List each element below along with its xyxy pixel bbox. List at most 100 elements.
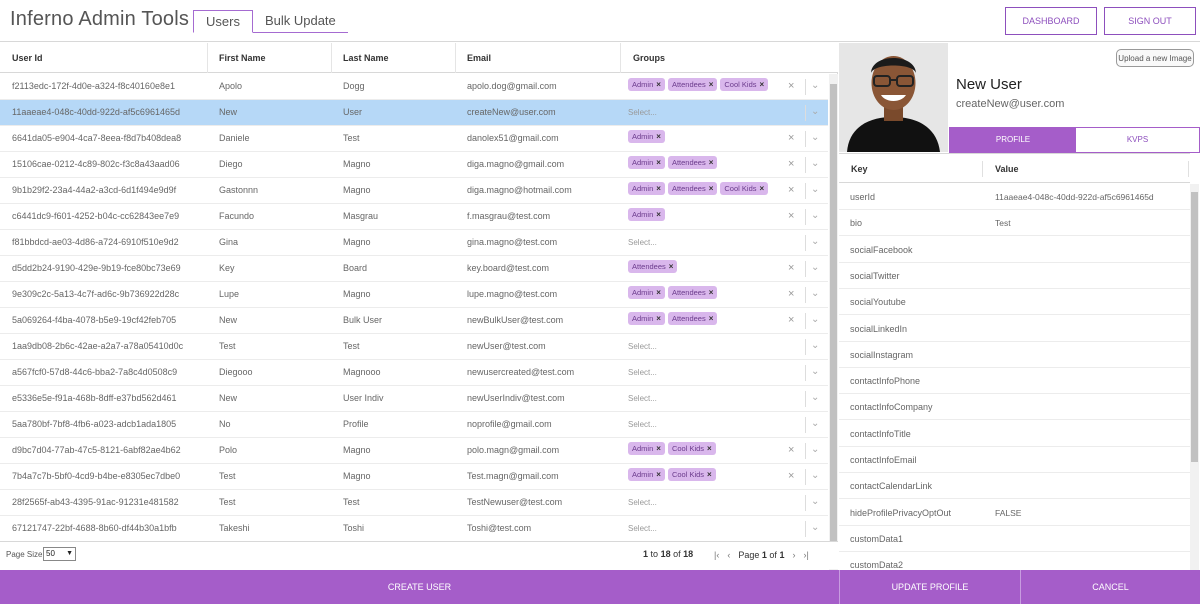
grid-scrollbar[interactable] [829,74,838,581]
clear-groups-icon[interactable]: × [788,444,795,456]
profile-row[interactable]: hideProfilePrivacyOptOut FALSE [839,500,1190,526]
table-row[interactable]: f81bbdcd-ae03-4d86-a724-6910f510e9d2 Gina… [0,230,828,256]
table-row[interactable]: c6441dc9-f601-4252-b04c-cc62843ee7e9 Facu… [0,204,828,230]
table-row[interactable]: e5336e5e-f91a-468b-8dff-e37bd562d461 New U… [0,386,828,412]
remove-chip-icon[interactable]: × [656,158,661,167]
remove-chip-icon[interactable]: × [656,314,661,323]
profile-row[interactable]: socialInstagram [839,342,1190,368]
profile-value[interactable]: FALSE [995,507,1022,518]
groups-select[interactable]: Admin × Cool Kids × × ⌄ [628,438,828,464]
column-header-value[interactable]: Value [995,164,1019,174]
create-user-button[interactable]: CREATE USER [387,582,452,592]
groups-select[interactable]: Admin × × ⌄ [628,204,828,230]
prev-page-icon[interactable]: ‹ [727,550,731,560]
last-page-icon[interactable]: ›| [803,550,809,560]
groups-select[interactable]: Select... ⌄ [628,334,828,360]
chevron-down-icon[interactable]: ⌄ [811,184,820,195]
remove-chip-icon[interactable]: × [656,132,661,141]
table-row[interactable]: 5aa780bf-7bf8-4fb6-a023-adcb1ada1805 No Pr… [0,412,828,438]
table-row[interactable]: d5dd2b24-9190-429e-9b19-fce80bc73e69 Key B… [0,256,828,282]
clear-groups-icon[interactable]: × [788,184,795,196]
chevron-down-icon[interactable]: ⌄ [811,210,820,221]
table-row[interactable]: 11aaeae4-048c-40dd-922d-af5c6961465d New U… [0,100,828,126]
chevron-down-icon[interactable]: ⌄ [811,314,820,325]
profile-row[interactable]: socialLinkedIn [839,316,1190,342]
column-header-first-name[interactable]: First Name [207,43,332,73]
chevron-down-icon[interactable]: ⌄ [811,132,820,143]
remove-chip-icon[interactable]: × [708,158,714,167]
column-header-key[interactable]: Key [851,164,868,174]
column-header-groups[interactable]: Groups [633,53,666,63]
groups-select[interactable]: Select... ⌄ [628,100,828,126]
chevron-down-icon[interactable]: ⌄ [811,288,820,299]
chevron-down-icon[interactable]: ⌄ [811,470,820,481]
chevron-down-icon[interactable]: ⌄ [811,262,820,273]
column-header-last-name[interactable]: Last Name [331,43,456,73]
profile-row[interactable]: contactInfoTitle [839,421,1190,447]
page-size-select[interactable]: 50 ▼ [43,547,76,561]
tab-kvps[interactable]: KVPS [1126,135,1149,144]
groups-select[interactable]: Attendees × × ⌄ [628,256,828,282]
profile-row[interactable]: contactInfoEmail [839,447,1190,473]
table-row[interactable]: 67121747-22bf-4688-8b60-df44b30a1bfb Take… [0,516,828,542]
remove-chip-icon[interactable]: × [707,444,712,453]
table-row[interactable]: d9bc7d04-77ab-47c5-8121-6abf82ae4b62 Polo… [0,438,828,464]
chevron-down-icon[interactable]: ⌄ [811,340,820,351]
remove-chip-icon[interactable]: × [759,80,765,89]
profile-row[interactable]: contactInfoCompany [839,394,1190,421]
table-row[interactable]: a567fcf0-57d8-44c6-bba2-7a8c4d0508c9 Dieg… [0,360,828,386]
chevron-down-icon[interactable]: ⌄ [811,496,820,507]
tab-profile[interactable]: PROFILE [950,128,1076,152]
chevron-down-icon[interactable]: ⌄ [811,444,820,455]
chevron-down-icon[interactable]: ⌄ [811,392,820,403]
table-row[interactable]: 5a069264-f4ba-4078-b5e9-19cf42feb705 New B… [0,308,828,334]
profile-row[interactable]: customData2 [839,552,1190,570]
next-page-icon[interactable]: › [792,550,796,560]
table-row[interactable]: 28f2565f-ab43-4395-91ac-91231e481582 Test… [0,490,828,516]
tab-users[interactable]: Users [193,10,253,33]
groups-select[interactable]: Select... ⌄ [628,386,828,412]
profile-row[interactable]: socialYoutube [839,289,1190,316]
grid-scrollbar-thumb[interactable] [830,84,837,569]
table-row[interactable]: 9b1b29f2-23a4-44a2-a3cd-6d1f494e9d9f Gast… [0,178,828,204]
groups-select[interactable]: Admin × Attendees × Cool Kids × × ⌄ [628,178,828,204]
chevron-down-icon[interactable]: ⌄ [811,366,820,377]
profile-row[interactable]: contactCalendarLink [839,473,1190,500]
chevron-down-icon[interactable]: ⌄ [811,106,820,117]
table-row[interactable]: 6641da05-e904-4ca7-8eea-f8d7b408dea8 Dani… [0,126,828,152]
first-page-icon[interactable]: |‹ [714,550,720,560]
sign-out-button[interactable]: SIGN OUT [1104,7,1196,35]
clear-groups-icon[interactable]: × [788,158,795,170]
table-row[interactable]: 7b4a7c7b-5bf0-4cd9-b4be-e8305ec7dbe0 Test… [0,464,828,490]
profile-row[interactable]: customData1 [839,526,1190,552]
tab-bulk-update[interactable]: Bulk Update [252,10,348,33]
groups-select[interactable]: Admin × Attendees × × ⌄ [628,152,828,178]
column-header-email[interactable]: Email [455,43,621,73]
remove-chip-icon[interactable]: × [708,314,714,323]
remove-chip-icon[interactable]: × [656,210,661,219]
groups-select[interactable]: Select... ⌄ [628,230,828,256]
clear-groups-icon[interactable]: × [788,470,795,482]
groups-select[interactable]: Select... ⌄ [628,412,828,438]
remove-chip-icon[interactable]: × [707,470,712,479]
table-row[interactable]: 1aa9db08-2b6c-42ae-a2a7-a78a05410d0c Test… [0,334,828,360]
profile-row[interactable]: contactInfoPhone [839,368,1190,395]
chevron-down-icon[interactable]: ⌄ [811,236,820,247]
chevron-down-icon[interactable]: ⌄ [811,158,820,169]
chevron-down-icon[interactable]: ⌄ [811,418,820,429]
remove-chip-icon[interactable]: × [656,444,661,453]
chevron-down-icon[interactable]: ⌄ [811,522,820,533]
cancel-button[interactable]: CANCEL [1092,582,1129,592]
clear-groups-icon[interactable]: × [788,262,795,274]
chevron-down-icon[interactable]: ⌄ [811,80,820,91]
profile-value[interactable]: Test [995,218,1011,229]
clear-groups-icon[interactable]: × [788,210,795,222]
profile-row[interactable]: bio Test [839,210,1190,237]
table-row[interactable]: 9e309c2c-5a13-4c7f-ad6c-9b736922d28c Lupe… [0,282,828,308]
groups-select[interactable]: Select... ⌄ [628,490,828,516]
remove-chip-icon[interactable]: × [759,184,765,193]
clear-groups-icon[interactable]: × [788,314,795,326]
table-row[interactable]: 15106cae-0212-4c89-802c-f3c8a43aad06 Dieg… [0,152,828,178]
table-row[interactable]: f2113edc-172f-4d0e-a324-f8c40160e8e1 Apol… [0,74,828,100]
remove-chip-icon[interactable]: × [708,184,714,193]
